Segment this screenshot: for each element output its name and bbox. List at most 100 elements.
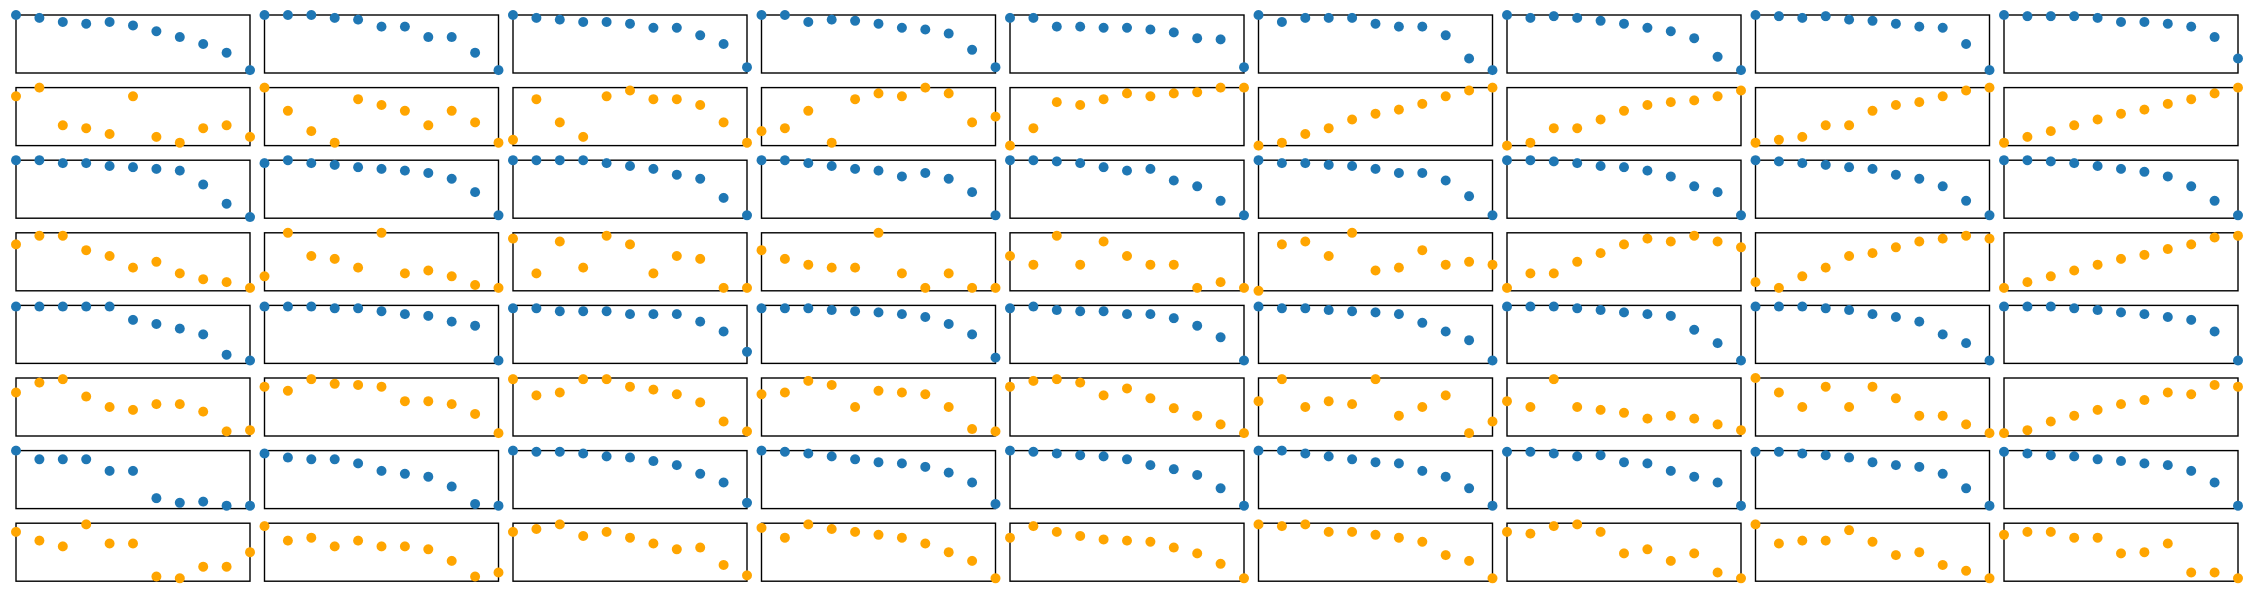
data-point [990,352,1001,363]
data-point [1595,305,1606,316]
data-point [11,155,21,166]
data-point [1750,277,1761,288]
data-point [850,262,861,273]
data-point [1999,446,2009,457]
panel-frame [263,232,500,292]
data-point [282,385,293,396]
data-point [2045,526,2056,537]
scatter-panel [1502,230,1746,293]
data-point [756,155,767,166]
data-point [671,389,682,400]
panel-frame [1009,304,1245,365]
data-point [1487,355,1498,366]
data-point [174,32,185,43]
scatter-panel [508,303,752,365]
data-point [695,30,706,41]
data-point [601,451,612,462]
data-point [81,123,92,134]
data-point [1276,303,1287,314]
data-point [1572,451,1583,462]
data-point [104,16,115,27]
data-point [1464,53,1475,64]
data-point [1867,105,1878,116]
data-point [1984,500,1995,511]
data-point [1642,165,1653,176]
data-point [578,262,589,273]
data-point [1393,167,1404,178]
data-point [695,468,706,479]
data-point [967,44,978,55]
scatter-panel [1253,82,1498,151]
scatter-panel [756,519,1001,584]
data-point [826,305,837,316]
data-point [1820,159,1831,170]
scatter-panel [1750,155,1995,221]
data-point [873,165,884,176]
data-point [1689,95,1700,106]
data-point [1984,233,1995,244]
data-point [1689,548,1700,559]
data-point [2162,18,2173,29]
data-point [990,573,1001,584]
data-point [1548,301,1559,312]
data-point [1797,448,1808,459]
data-point [259,301,270,312]
data-point [1984,82,1995,93]
data-point [329,454,340,465]
data-point [2069,451,2080,462]
data-point [742,497,752,508]
data-point [1370,18,1381,29]
data-point [1665,236,1676,247]
data-point [943,402,954,412]
data-point [1712,419,1723,430]
data-point [1276,445,1287,456]
data-point [353,535,364,546]
data-point [259,521,270,532]
data-point [34,230,45,241]
data-point [1005,532,1015,543]
panel-frame [1506,14,1742,74]
data-point [2069,11,2080,22]
data-point [1145,24,1156,35]
data-point [1595,114,1606,125]
data-point [718,477,729,488]
data-point [1347,399,1358,410]
data-point [1276,239,1287,250]
data-point [1122,22,1132,33]
data-point [470,280,481,290]
data-point [1502,155,1512,166]
data-point [2116,307,2126,318]
data-point [1572,256,1583,267]
data-point [1005,155,1015,166]
data-point [1098,94,1109,105]
data-point [376,21,387,32]
data-point [896,268,907,279]
data-point [1487,65,1498,76]
panel-frame [1257,232,1494,292]
data-point [306,301,317,312]
data-point [1075,306,1086,317]
data-point [1440,471,1451,482]
data-point [1999,282,2009,293]
data-point [353,94,364,105]
data-point [1145,91,1156,102]
data-point [850,402,861,412]
data-point [826,524,837,534]
data-point [1253,519,1264,530]
data-point [57,374,68,385]
data-point [174,497,185,508]
data-point [11,445,21,456]
data-point [1370,529,1381,540]
data-point [1253,301,1264,312]
data-point [2162,312,2173,322]
data-point [128,162,138,173]
data-point [1820,450,1831,461]
data-point [198,123,209,134]
data-point [2022,131,2033,142]
data-point [376,100,387,110]
scatter-panel [508,10,752,74]
data-point [1300,129,1311,139]
data-point [1736,425,1746,436]
data-point [1098,306,1109,317]
